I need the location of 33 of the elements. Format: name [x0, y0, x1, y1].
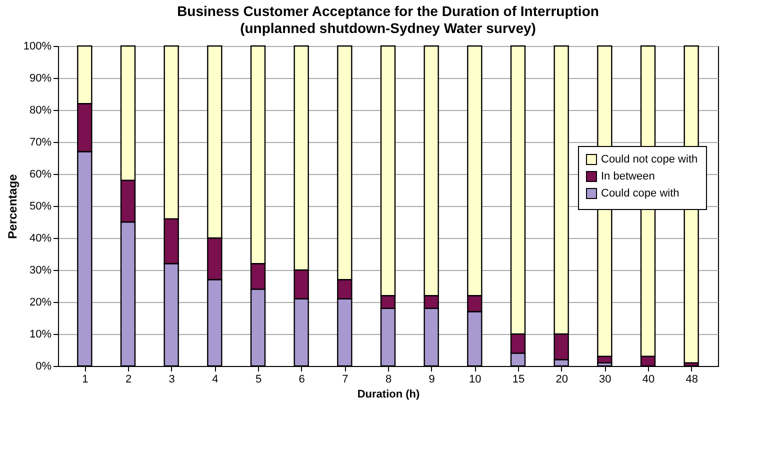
x-tick-label: 1 — [82, 374, 88, 386]
y-tick-label: 50% — [29, 200, 52, 212]
y-tick-label: 20% — [29, 296, 52, 308]
x-tick-label: 4 — [212, 374, 218, 386]
y-tick-label: 0% — [36, 360, 52, 372]
y-tick-label: 40% — [29, 232, 52, 244]
y-tick-label: 30% — [29, 264, 52, 276]
x-tick-label: 48 — [686, 374, 698, 386]
x-axis-title: Duration (h) — [357, 388, 420, 400]
x-tick-label: 7 — [342, 374, 348, 386]
x-tick-label: 30 — [599, 374, 612, 386]
x-tick-label: 8 — [385, 374, 392, 386]
x-tick-label: 6 — [298, 374, 305, 386]
y-axis-title: Percentage — [5, 174, 20, 239]
x-tick-label: 5 — [255, 374, 262, 386]
y-tick-label: 80% — [29, 104, 52, 116]
y-tick-label: 10% — [29, 328, 52, 340]
y-tick-label: 100% — [23, 40, 52, 52]
x-tick-label: 2 — [125, 374, 132, 386]
x-tick-label: 20 — [556, 374, 568, 386]
legend-label: Could cope with — [601, 188, 680, 200]
x-tick-label: 15 — [512, 374, 525, 386]
y-tick-label: 90% — [29, 72, 52, 84]
x-tick-label: 40 — [642, 374, 655, 386]
y-tick-label: 70% — [29, 136, 52, 148]
chart-title: Business Customer Acceptance for the Duration of Interruption — [177, 3, 599, 19]
chart-subtitle: (unplanned shutdown-Sydney Water survey) — [240, 20, 536, 36]
x-tick-label: 9 — [428, 374, 435, 386]
y-tick-label: 60% — [29, 168, 52, 180]
legend-label: In between — [601, 170, 655, 182]
legend-label: Could not cope with — [601, 154, 698, 166]
x-tick-label: 3 — [168, 374, 175, 386]
x-tick-label: 10 — [469, 374, 482, 386]
